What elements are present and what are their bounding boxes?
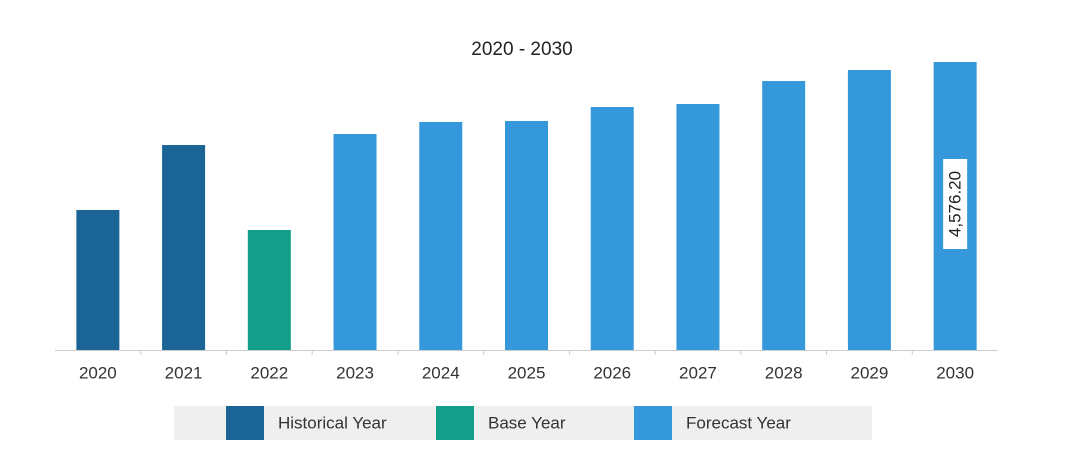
- x-tick-label: 2026: [593, 363, 631, 382]
- x-tick-label: 2021: [165, 363, 203, 382]
- data-label: 4,576.20: [946, 171, 965, 237]
- x-tick-label: 2022: [250, 363, 288, 382]
- bar: [162, 145, 206, 350]
- x-tick-label: 2020: [79, 363, 117, 382]
- data-label-group: 4,576.20: [943, 159, 968, 249]
- x-tick-label: 2029: [850, 363, 888, 382]
- x-tick-label: 2024: [422, 363, 460, 382]
- x-tick-label: 2028: [765, 363, 803, 382]
- legend-label: Historical Year: [278, 413, 387, 432]
- bar: [762, 81, 806, 351]
- legend-label: Forecast Year: [686, 413, 791, 432]
- legend-swatch: [634, 406, 672, 440]
- bar: [505, 120, 548, 350]
- bar: [419, 121, 463, 350]
- bar: [76, 209, 120, 350]
- bar: [676, 103, 720, 350]
- chart-title: 2020 - 2030: [471, 39, 572, 60]
- x-tick-label: 2027: [679, 363, 717, 382]
- x-tick-label: 2030: [936, 363, 974, 382]
- data-label-box: [943, 159, 968, 249]
- bar: [247, 229, 291, 350]
- legend-background: [174, 406, 872, 440]
- x-tick-label: 2023: [336, 363, 374, 382]
- legend-label: Base Year: [488, 413, 566, 432]
- bar: [847, 70, 891, 350]
- legend-swatch: [226, 406, 264, 440]
- x-tick-label: 2025: [508, 363, 546, 382]
- bar: [590, 107, 634, 350]
- bar: [333, 134, 377, 350]
- legend-swatch: [436, 406, 474, 440]
